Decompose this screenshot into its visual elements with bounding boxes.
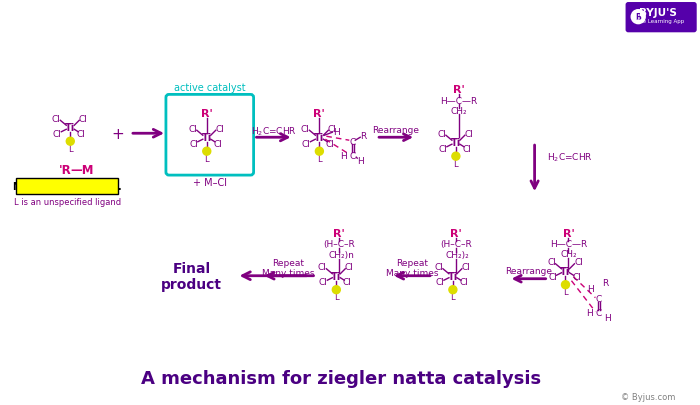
Text: Cl: Cl xyxy=(435,277,444,286)
Text: Cl: Cl xyxy=(574,258,583,266)
Text: L: L xyxy=(317,154,322,163)
Text: Cl: Cl xyxy=(548,273,557,281)
Text: H$_2$C=CHR: H$_2$C=CHR xyxy=(547,151,592,164)
Text: L is an unspecified ligand: L is an unspecified ligand xyxy=(14,197,121,206)
Text: L: L xyxy=(204,154,209,163)
Text: Cl: Cl xyxy=(435,262,443,272)
Text: Cl: Cl xyxy=(53,130,62,139)
Text: Cl: Cl xyxy=(301,124,310,133)
Circle shape xyxy=(203,148,211,156)
Text: C: C xyxy=(595,294,601,303)
Text: Cl: Cl xyxy=(216,124,224,133)
Text: H—C—R: H—C—R xyxy=(440,97,477,106)
Text: Cl: Cl xyxy=(343,277,351,286)
Text: Ti: Ti xyxy=(202,133,212,143)
Text: R: R xyxy=(602,279,608,288)
Text: R': R' xyxy=(563,228,574,238)
Text: Repeat
Many times: Repeat Many times xyxy=(262,258,315,278)
Text: Ti: Ti xyxy=(331,271,342,281)
Text: Cl: Cl xyxy=(345,262,354,272)
Text: Cl: Cl xyxy=(438,144,447,153)
Text: Cl: Cl xyxy=(188,124,197,133)
Text: Cl: Cl xyxy=(77,130,85,139)
Circle shape xyxy=(332,286,340,294)
Text: H$_2$C=CHR: H$_2$C=CHR xyxy=(251,125,297,137)
Text: R': R' xyxy=(201,109,213,119)
Text: C: C xyxy=(595,308,601,318)
Text: + M–Cl: + M–Cl xyxy=(193,178,227,188)
FancyBboxPatch shape xyxy=(166,95,253,176)
Text: Cl: Cl xyxy=(463,144,471,153)
Circle shape xyxy=(316,148,323,156)
Text: Cl: Cl xyxy=(302,139,311,148)
Text: Ti: Ti xyxy=(451,138,461,148)
Text: (H–C–R: (H–C–R xyxy=(323,240,355,249)
Text: Cl: Cl xyxy=(572,273,581,281)
Text: 'R: 'R xyxy=(59,163,71,176)
Text: L: L xyxy=(334,292,339,301)
Text: R': R' xyxy=(450,228,462,238)
Text: Ti: Ti xyxy=(65,123,76,133)
Text: Ti: Ti xyxy=(448,271,458,281)
Text: R': R' xyxy=(453,85,465,95)
Text: B: B xyxy=(636,13,641,22)
Circle shape xyxy=(452,153,460,161)
Text: —M: —M xyxy=(71,163,94,176)
Text: Ti: Ti xyxy=(561,266,570,276)
Text: active catalyst: active catalyst xyxy=(174,83,246,93)
Text: C: C xyxy=(349,151,356,160)
Text: CH₂: CH₂ xyxy=(451,107,467,115)
Text: H: H xyxy=(340,151,346,160)
Text: Cl: Cl xyxy=(190,139,198,148)
Text: The Learning App: The Learning App xyxy=(636,19,685,24)
Text: Cl: Cl xyxy=(52,115,61,124)
Text: Cl: Cl xyxy=(547,258,556,266)
Text: C: C xyxy=(349,137,356,146)
Text: H: H xyxy=(357,156,363,165)
Text: L: L xyxy=(564,288,568,296)
Text: L: L xyxy=(68,144,73,153)
Circle shape xyxy=(449,286,457,294)
FancyBboxPatch shape xyxy=(626,4,696,32)
Text: Rearrange: Rearrange xyxy=(372,126,419,134)
Circle shape xyxy=(561,281,570,289)
Text: Cl: Cl xyxy=(214,139,222,148)
Text: H: H xyxy=(604,313,610,322)
Text: Ti: Ti xyxy=(314,133,325,143)
Text: Cl: Cl xyxy=(326,139,335,148)
Text: CH₂: CH₂ xyxy=(560,250,577,259)
Text: R: R xyxy=(360,131,366,141)
Text: Cl: Cl xyxy=(464,130,473,139)
Text: Repeat
Many times: Repeat Many times xyxy=(386,258,438,278)
Text: L: L xyxy=(454,159,458,168)
Text: Cl: Cl xyxy=(438,130,447,139)
Text: +: + xyxy=(112,126,125,141)
Text: L: L xyxy=(451,292,455,301)
Text: Cl: Cl xyxy=(328,124,337,133)
Text: Cl: Cl xyxy=(459,277,468,286)
Text: M = Al, Li, Mg, Zn...: M = Al, Li, Mg, Zn... xyxy=(13,181,122,192)
Text: H: H xyxy=(586,308,593,318)
Text: (H–C–R: (H–C–R xyxy=(440,240,472,249)
Circle shape xyxy=(631,11,645,25)
Text: H: H xyxy=(587,284,594,294)
Text: Cl: Cl xyxy=(79,115,88,124)
Text: BYJU'S: BYJU'S xyxy=(639,8,677,18)
Text: H—C—R: H—C—R xyxy=(550,240,587,249)
Text: R': R' xyxy=(333,228,345,238)
Text: Cl: Cl xyxy=(461,262,470,272)
Circle shape xyxy=(66,138,74,146)
Text: Final
product: Final product xyxy=(161,261,223,291)
Text: R': R' xyxy=(314,109,326,119)
Text: CH₂)n: CH₂)n xyxy=(328,251,354,260)
Text: A mechanism for ziegler natta catalysis: A mechanism for ziegler natta catalysis xyxy=(141,369,541,388)
Text: H: H xyxy=(333,128,340,136)
FancyBboxPatch shape xyxy=(17,179,118,194)
Text: CH₂)₂: CH₂)₂ xyxy=(446,251,470,260)
Text: Cl: Cl xyxy=(318,262,327,272)
Text: Cl: Cl xyxy=(319,277,328,286)
Text: © Byjus.com: © Byjus.com xyxy=(621,392,676,401)
Text: Rearrange: Rearrange xyxy=(505,266,552,275)
